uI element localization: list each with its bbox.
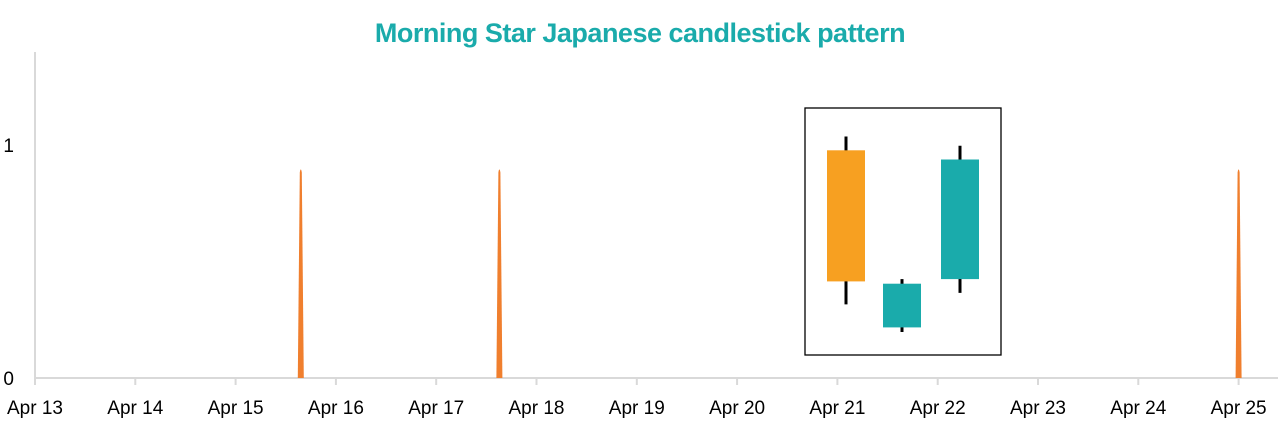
y-tick-label: 0 bbox=[3, 369, 14, 390]
y-tick-label: 1 bbox=[3, 136, 14, 157]
candle-body bbox=[827, 150, 865, 282]
x-tick-label: Apr 15 bbox=[208, 398, 264, 419]
chart-title: Morning Star Japanese candlestick patter… bbox=[374, 18, 906, 48]
x-tick-label: Apr 20 bbox=[709, 398, 765, 419]
x-tick-label: Apr 16 bbox=[308, 398, 364, 419]
x-tick-label: Apr 25 bbox=[1211, 398, 1267, 419]
x-tick-label: Apr 24 bbox=[1110, 398, 1166, 419]
spike-mark bbox=[297, 169, 304, 378]
candle-body bbox=[941, 159, 979, 280]
spike-mark bbox=[1235, 169, 1242, 378]
x-tick-label: Apr 17 bbox=[408, 398, 464, 419]
spike-mark bbox=[496, 169, 503, 378]
x-tick-label: Apr 22 bbox=[910, 398, 966, 419]
x-tick-label: Apr 19 bbox=[609, 398, 665, 419]
candle-body bbox=[883, 283, 921, 328]
x-tick-label: Apr 13 bbox=[7, 398, 63, 419]
x-tick-label: Apr 14 bbox=[107, 398, 163, 419]
x-tick-label: Apr 23 bbox=[1010, 398, 1066, 419]
x-tick-label: Apr 18 bbox=[509, 398, 565, 419]
x-tick-label: Apr 21 bbox=[809, 398, 865, 419]
